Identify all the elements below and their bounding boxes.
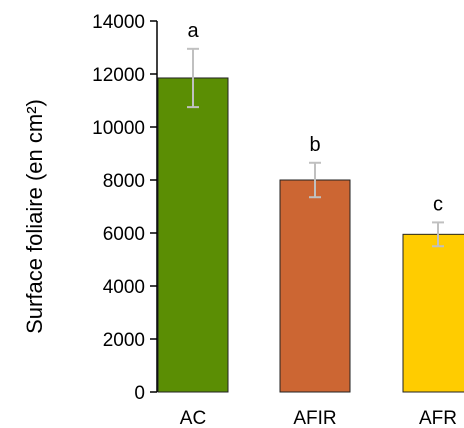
significance-labels: a b c [187,20,443,216]
bars [157,77,464,393]
bar-afr [402,233,464,393]
y-axis-label: Surface foliaire (en cm²) [22,99,47,334]
significance-label-ac: a [187,20,199,42]
y-axis: 0 2000 4000 6000 8000 10000 12000 14000 [92,12,158,404]
x-axis-categories: AC AFIR AFR [180,408,457,428]
y-tick-label: 10000 [92,118,145,139]
y-tick-label: 4000 [103,277,145,298]
y-tick-label: 8000 [103,171,145,192]
x-category-label-ac: AC [180,408,206,428]
x-category-label-afir: AFIR [293,408,336,428]
bar-ac [157,77,229,393]
y-tick-label: 2000 [103,330,145,351]
y-tick-label: 14000 [92,12,145,33]
x-category-label-afr: AFR [419,408,457,428]
y-tick-label: 0 [134,383,145,404]
significance-label-afr: c [433,193,443,215]
y-tick-label: 6000 [103,224,145,245]
error-bars [187,47,444,248]
y-tick-label: 12000 [92,65,145,86]
significance-label-afir: b [309,134,320,156]
bar-afir [279,179,351,393]
